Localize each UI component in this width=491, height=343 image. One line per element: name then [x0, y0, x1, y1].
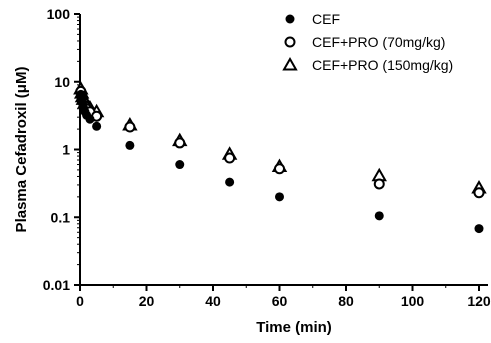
x-axis-title: Time (min) [256, 319, 332, 336]
series-0 [76, 89, 484, 234]
data-point [175, 160, 185, 170]
x-tick-label: 0 [76, 293, 84, 309]
data-point [274, 163, 285, 175]
data-point [92, 121, 102, 131]
y-tick-label: 10 [54, 74, 70, 90]
legend-item: CEF+PRO (70mg/kg) [284, 34, 445, 50]
x-tick-label: 120 [467, 293, 491, 309]
legend-label: CEF [312, 11, 340, 27]
data-point [373, 178, 385, 190]
data-point [275, 192, 284, 202]
legend-marker [285, 14, 295, 24]
legend-item: CEF+PRO (150mg/kg) [282, 56, 453, 73]
legend-item: CEF [285, 11, 340, 27]
x-tick-label: 40 [205, 293, 221, 309]
x-tick-label: 60 [272, 293, 288, 309]
legend-label: CEF+PRO (150mg/kg) [312, 57, 453, 73]
data-point [85, 114, 95, 124]
plot-marks [73, 81, 487, 234]
y-axis-title: Plasma Cefadroxil (μM) [13, 67, 30, 233]
data-point [473, 187, 485, 199]
data-point [474, 224, 484, 234]
series-2 [73, 81, 487, 194]
y-tick-label: 1 [62, 142, 70, 158]
data-point [124, 121, 136, 133]
data-point [174, 137, 186, 149]
legend-marker [284, 36, 296, 48]
y-ticks: 0.01 0.1 1 10 100 [43, 6, 80, 293]
x-ticks: 0 20 40 60 80 100 120 [76, 285, 491, 309]
legend-marker [282, 56, 298, 71]
legend: CEF CEF+PRO (70mg/kg) CEF+PRO (150mg/kg) [282, 11, 453, 73]
data-point [374, 211, 384, 221]
x-tick-label: 80 [338, 293, 354, 309]
x-tick-label: 100 [401, 293, 425, 309]
series-1 [75, 85, 485, 199]
y-tick-label: 100 [47, 6, 71, 22]
y-tick-label: 0.01 [43, 277, 70, 293]
axes [79, 14, 488, 286]
legend-label: CEF+PRO (70mg/kg) [312, 34, 445, 50]
data-point [125, 140, 135, 150]
data-point [224, 152, 236, 164]
x-tick-label: 20 [139, 293, 155, 309]
y-tick-label: 0.1 [51, 209, 71, 225]
data-point [225, 177, 235, 187]
